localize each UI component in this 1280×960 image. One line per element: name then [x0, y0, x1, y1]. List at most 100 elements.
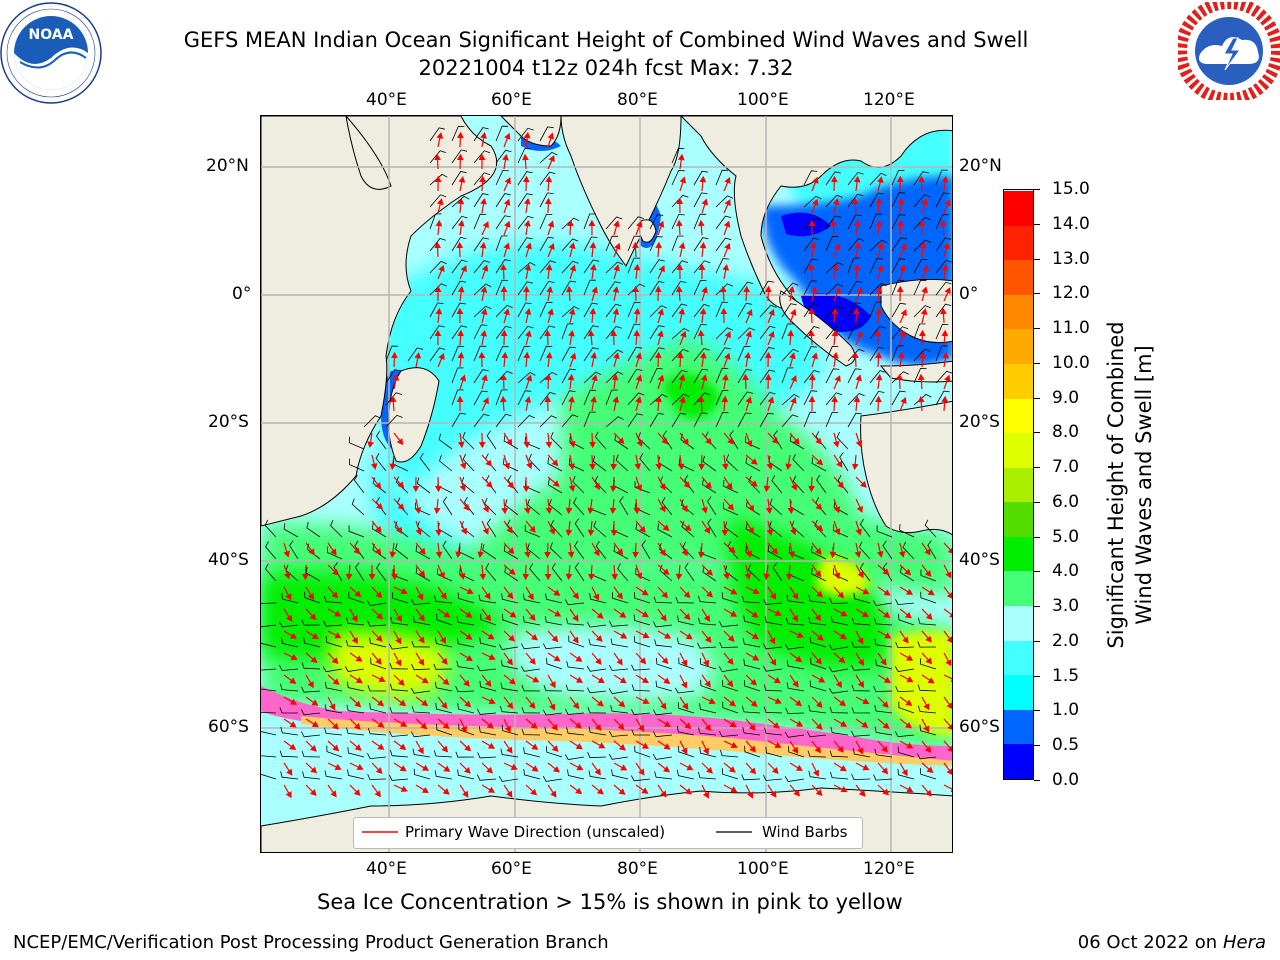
wave-arrow-head: [853, 175, 861, 183]
wind-barb: [853, 592, 871, 604]
wind-barb: [631, 684, 651, 692]
colorbar-tick-mark: [1034, 258, 1040, 260]
colorbar-tick-label: 2.0: [1052, 630, 1080, 651]
wave-arrow-head: [616, 548, 624, 556]
wave-arrow-head: [392, 374, 400, 381]
wave-arrow-head: [619, 611, 627, 618]
wave-arrow-head: [589, 307, 597, 315]
wind-barb: [504, 566, 519, 582]
lat-tick-right-60s: 60°S: [959, 717, 1000, 737]
wind-barb: [745, 545, 761, 560]
wave-arrow-head: [588, 573, 595, 581]
wind-barb: [627, 392, 645, 406]
wind-barb: [768, 456, 783, 472]
wind-barb: [473, 283, 492, 296]
wind-barb: [924, 519, 937, 538]
wind-barb: [429, 302, 444, 318]
wind-barb: [697, 642, 717, 649]
colorbar-tick-label: 0.5: [1052, 735, 1080, 756]
wind-barb: [306, 521, 321, 538]
wind-barb: [609, 620, 629, 627]
wind-barb: [429, 150, 447, 164]
wind-barb: [561, 217, 580, 230]
wave-arrow-head: [545, 263, 553, 271]
wave-arrow-head: [524, 330, 532, 338]
wave-arrow-head: [610, 463, 618, 471]
wave-arrow-head: [659, 483, 666, 491]
wave-arrow-head: [528, 702, 536, 709]
wave-arrow-head: [857, 680, 864, 688]
wind-barb: [385, 345, 398, 362]
wave-arrow-head: [810, 286, 818, 294]
wind-barb: [498, 644, 519, 650]
wave-arrow-head: [377, 743, 385, 750]
wind-barb: [324, 727, 343, 736]
wind-barb: [346, 617, 365, 626]
wind-barb: [301, 662, 321, 670]
wind-barb: [913, 393, 932, 406]
wave-arrow-head: [785, 573, 793, 581]
wave-arrow-head: [435, 307, 443, 315]
wave-arrow-head: [418, 614, 425, 622]
wind-barb: [935, 281, 952, 296]
wind-barb: [610, 705, 629, 714]
wave-arrow-head: [853, 395, 861, 403]
wind-barb: [699, 703, 717, 714]
wind-barb: [451, 215, 468, 230]
wave-arrow-head: [502, 153, 509, 161]
wave-arrow-head: [375, 767, 383, 774]
wave-arrow-head: [764, 373, 772, 381]
wave-arrow-head: [730, 741, 738, 749]
wave-arrow-head: [678, 242, 686, 250]
wind-barb: [830, 615, 849, 626]
wind-barb: [411, 664, 431, 671]
wave-arrow-head: [770, 790, 777, 798]
wave-arrow-head: [925, 789, 932, 797]
wind-barb: [389, 774, 409, 781]
wind-barb: [451, 149, 468, 164]
wind-barb: [652, 754, 673, 760]
wave-arrow-head: [460, 265, 467, 273]
wind-barb: [473, 369, 489, 384]
wave-arrow-head: [660, 614, 667, 622]
wind-barb: [913, 258, 928, 274]
wind-barb: [671, 280, 687, 296]
wind-barb: [561, 238, 579, 252]
wind-barb: [347, 681, 365, 692]
wave-arrow-head: [436, 132, 444, 139]
wind-barb: [436, 568, 453, 582]
wave-arrow-head: [722, 263, 730, 271]
wave-arrow-head: [705, 437, 712, 445]
wind-barb: [745, 457, 761, 472]
wind-barb: [913, 194, 931, 208]
wind-barb: [605, 281, 621, 296]
wave-arrow-head: [439, 636, 447, 644]
wave-arrow-head: [788, 551, 795, 559]
wave-arrow-head: [677, 153, 685, 161]
wave-arrow-head: [658, 265, 665, 273]
wind-barb: [561, 346, 576, 362]
wind-barb: [697, 771, 717, 780]
wave-arrow-head: [657, 308, 664, 316]
wave-arrow-head: [815, 789, 823, 797]
wave-arrow-head: [435, 551, 443, 559]
wave-arrow-head: [724, 352, 731, 360]
wave-arrow-head: [944, 287, 951, 295]
wave-arrow-head: [530, 788, 538, 796]
colorbar-tick-mark: [1034, 293, 1040, 295]
wave-arrow-head: [576, 764, 584, 771]
wave-arrow-head: [591, 286, 598, 294]
wave-arrow-head: [679, 396, 686, 404]
wind-barb: [649, 393, 668, 406]
wind-barb: [389, 683, 409, 692]
wave-arrow-head: [523, 219, 531, 227]
wave-arrow-head: [418, 636, 425, 644]
wave-arrow-head: [286, 614, 293, 622]
wave-arrow-head: [421, 786, 429, 794]
wind-barb: [348, 591, 365, 604]
wave-arrow-head: [389, 395, 397, 403]
wave-arrow-head: [884, 632, 892, 639]
wind-barb: [429, 283, 447, 296]
wave-arrow-head: [635, 484, 643, 492]
wave-arrow-head: [568, 395, 575, 403]
